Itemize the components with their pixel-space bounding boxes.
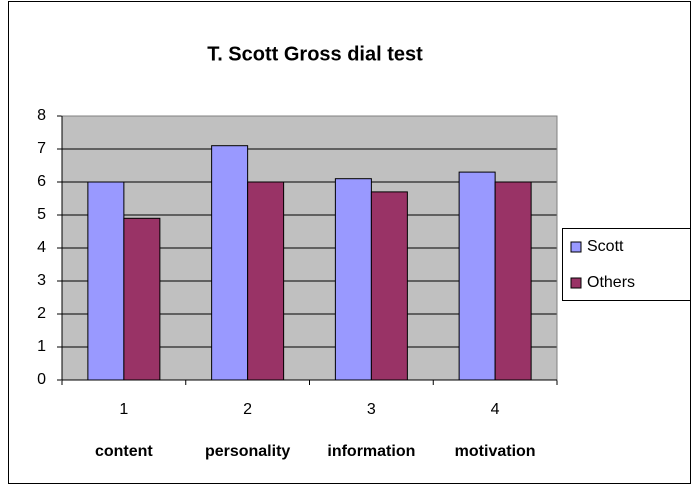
y-tick-label: 4 (37, 239, 46, 256)
chart-title: T. Scott Gross dial test (207, 43, 423, 65)
category-description: personality (205, 443, 290, 460)
y-tick-label: 6 (37, 173, 46, 190)
bar (370, 191, 408, 381)
bar (211, 145, 249, 381)
x-tick-label: 2 (243, 401, 252, 418)
y-tick-label: 0 (37, 371, 46, 388)
bar (494, 181, 532, 381)
legend-box (562, 228, 691, 301)
legend-label: Scott (587, 238, 624, 255)
y-tick-label: 2 (37, 305, 46, 322)
legend-swatch (570, 277, 582, 289)
category-description: information (327, 443, 415, 460)
bar (458, 171, 496, 381)
y-tick-label: 8 (37, 107, 46, 124)
y-tick-label: 1 (37, 338, 46, 355)
legend-label: Others (587, 274, 635, 291)
legend-swatch (570, 241, 582, 253)
x-tick-label: 1 (119, 401, 128, 418)
category-description: motivation (455, 443, 536, 460)
bar (334, 178, 372, 381)
y-tick-label: 5 (37, 206, 46, 223)
x-tick-label: 4 (491, 401, 500, 418)
bar (123, 217, 161, 381)
category-description: content (95, 443, 153, 460)
y-tick-label: 3 (37, 272, 46, 289)
bar (247, 181, 285, 381)
x-tick-label: 3 (367, 401, 376, 418)
y-tick-label: 7 (37, 140, 46, 157)
bar (87, 181, 125, 381)
